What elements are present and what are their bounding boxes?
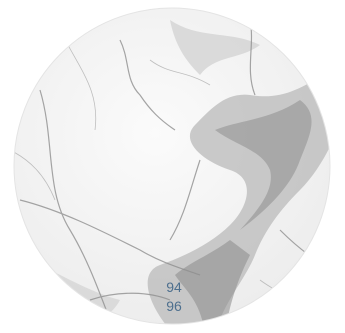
label-bottom: 96 bbox=[166, 298, 182, 314]
label-top: 94 bbox=[166, 279, 182, 295]
disc-outline bbox=[13, 7, 331, 325]
